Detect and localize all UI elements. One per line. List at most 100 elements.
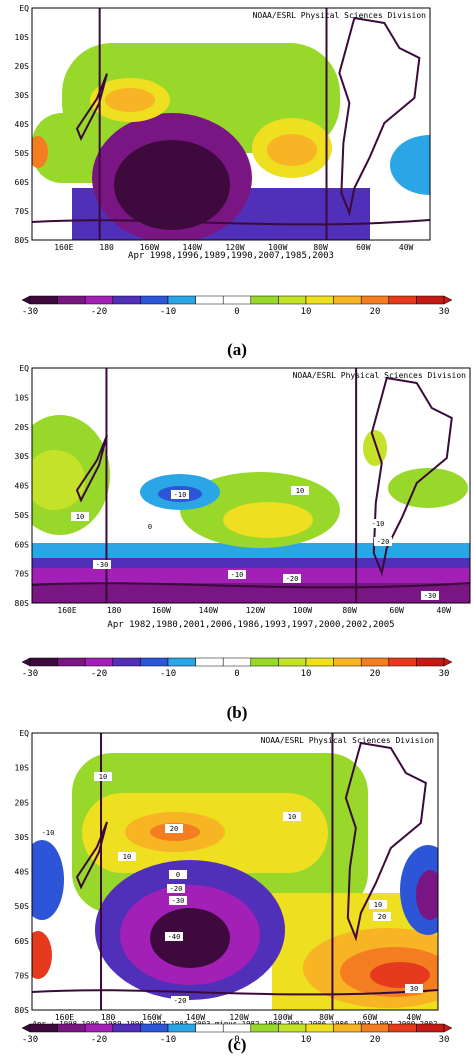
credit-text: NOAA/ESRL Physical Sciences Division (261, 736, 435, 745)
contour-label-bg (369, 519, 387, 528)
lat-tick-label: 30S (15, 833, 30, 842)
field-layer (32, 733, 438, 1010)
colorbar-tick-label: -10 (160, 1035, 176, 1045)
lon-tick-label: 160W (140, 243, 159, 252)
colorbar-a: -30 -20 -10 0 10 20 30 (21, 295, 453, 317)
lon-tick-label: 100W (293, 606, 312, 615)
field-cell-6 (363, 430, 387, 466)
map-panel-a: NOAA/ESRL Physical Sciences Division EQ 10… (15, 4, 431, 261)
colorbar-arrow-right (443, 657, 453, 667)
lat-tick-label: EQ (19, 729, 29, 738)
lat-tick-label: 80S (15, 599, 30, 608)
lon-tick-label: 160E (55, 1013, 74, 1022)
colorbar-swatch (57, 1023, 86, 1033)
lon-tick-label: 140W (186, 1013, 205, 1022)
lon-tick-label: 120W (225, 243, 244, 252)
contour-label-bg (171, 996, 189, 1005)
colorbar-tick-label: 30 (439, 307, 450, 317)
contour-label: 10 (123, 853, 131, 861)
contour-label: 10 (374, 901, 382, 909)
colorbar-swatch (250, 1023, 279, 1033)
contour-label: -20 (286, 575, 299, 583)
field-cell-9 (32, 931, 52, 979)
antarctica-coastline (32, 989, 438, 996)
lat-tick-label: EQ (19, 364, 29, 373)
colorbar-tick-label: 20 (370, 1035, 381, 1045)
lat-tick-label: 80S (15, 236, 30, 245)
colorbar: -30 -20 -10 0 10 20 30 (21, 295, 453, 317)
new-zealand-coastline (75, 434, 108, 503)
lon-tick-label: 100W (268, 243, 287, 252)
contour-label-bg (165, 932, 183, 941)
field-cell-5 (267, 134, 317, 166)
lon-tick-label: 60W (356, 243, 371, 252)
lat-tick-label: 60S (15, 178, 30, 187)
lon-tick-label: 60W (363, 1013, 378, 1022)
lon-tick-label: 40W (436, 606, 451, 615)
lon-tick-label: 160E (57, 606, 76, 615)
field-cell-7 (388, 468, 468, 508)
colorbar-swatch (112, 1023, 141, 1033)
colorbar-tick-label: -20 (91, 307, 107, 317)
contour-label: 20 (378, 913, 386, 921)
south-america-coastline (370, 376, 453, 577)
colorbar-swatch (360, 1023, 390, 1033)
field-layer (32, 368, 470, 603)
colorbar-swatch (333, 1023, 362, 1033)
contour-label-bg (169, 870, 187, 879)
lon-tick-label: 40W (399, 243, 414, 252)
lon-tick-label: 180 (99, 243, 114, 252)
colorbar: -30 -20 -10 0 10 20 30 (21, 1023, 453, 1045)
lon-tick-label: 160W (142, 1013, 161, 1022)
contour-label-bg (283, 574, 301, 583)
lon-tick-label: 100W (273, 1013, 292, 1022)
contour-label-bg (167, 884, 185, 893)
panel-label-b: (b) (226, 703, 248, 722)
lat-tick-label: 70S (15, 971, 30, 980)
contour-label-bg (165, 824, 183, 833)
contour-label-bg (141, 522, 159, 531)
colorbar-swatch (278, 1023, 307, 1033)
lat-tick-label: 20S (15, 62, 30, 71)
contour-label: 20 (170, 825, 178, 833)
colorbar-tick-label: 10 (301, 669, 312, 679)
lat-tick-label: 40S (15, 482, 30, 491)
contour-label-bg (93, 560, 111, 569)
lat-tick-label: 50S (15, 511, 30, 520)
contour-label-bg (291, 486, 309, 495)
colorbar-arrow-right (443, 295, 453, 305)
colorbar-swatch (305, 1023, 334, 1033)
lat-tick-label: 20S (15, 423, 30, 432)
colorbar-arrow-left (21, 1023, 31, 1033)
lat-tick-label: 80S (15, 1006, 30, 1015)
colorbar-tick-label: -10 (160, 669, 176, 679)
field-cell-1 (114, 140, 230, 230)
lat-tick-label: 10S (15, 393, 30, 402)
contour-label: -10 (42, 829, 55, 837)
field-cell-2 (150, 908, 230, 968)
contour-label-bg (118, 852, 136, 861)
colorbar-swatch (140, 1023, 169, 1033)
colorbar-tick-label: -10 (160, 307, 176, 317)
contour-label: -10 (372, 520, 385, 528)
colorbar-tick-label: -30 (22, 669, 38, 679)
colorbar-tick-label: -30 (22, 307, 38, 317)
south-america-coastline (338, 16, 421, 217)
contour-label: -10 (231, 571, 244, 579)
lon-tick-label: 40W (406, 1013, 421, 1022)
panel-b: NOAA/ESRL Physical Sciences Division EQ 10… (15, 364, 471, 722)
field-negative-east (390, 135, 430, 195)
lat-tick-label: 70S (15, 207, 30, 216)
lat-tick-label: 70S (15, 570, 30, 579)
contour-label: -20 (174, 997, 187, 1005)
colorbar-swatch (388, 1023, 417, 1033)
lon-tick-label: 180 (101, 1013, 116, 1022)
map-frame (31, 732, 439, 1011)
lon-tick-label: 160W (152, 606, 171, 615)
map-frame (31, 7, 431, 241)
contour-label-bg (405, 984, 423, 993)
contour-label: -30 (96, 561, 109, 569)
lon-tick-label: 80W (319, 1013, 334, 1022)
